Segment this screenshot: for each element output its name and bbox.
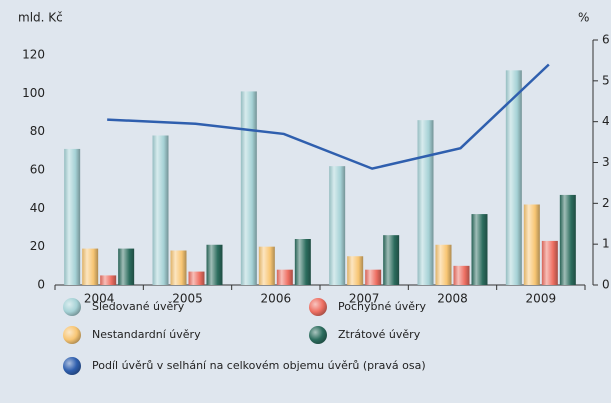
bar: [118, 248, 135, 285]
y2-axis-label: %: [578, 11, 589, 25]
y2-tick-label: 0: [602, 278, 610, 292]
x-tick-label: 2007: [349, 292, 380, 306]
x-tick-label: 2006: [261, 292, 292, 306]
y-axis-label: mld. Kč: [18, 11, 63, 25]
y2-tick-label: 2: [602, 196, 610, 210]
x-tick-label: 2009: [526, 292, 557, 306]
bar: [100, 275, 117, 285]
y2-tick-label: 3: [602, 155, 610, 169]
y-tick-label: 20: [30, 239, 45, 253]
bar: [240, 91, 257, 286]
bar: [82, 248, 99, 285]
y-tick-label: 40: [30, 201, 45, 215]
x-tick-label: 2005: [172, 292, 203, 306]
bar: [188, 271, 205, 285]
bar: [417, 120, 434, 286]
y-tick-label: 100: [22, 86, 45, 100]
legend-swatch: [63, 298, 81, 316]
legend-swatch: [309, 298, 327, 316]
bar: [505, 70, 522, 285]
legend-label: Podíl úvěrů v selhání na celkovém objemu…: [92, 359, 426, 372]
bar: [435, 244, 452, 285]
x-tick-label: 2004: [84, 292, 115, 306]
y-tick-label: 0: [37, 278, 45, 292]
bar: [258, 246, 275, 285]
legend-label: Sledované úvěry: [92, 300, 185, 313]
y2-tick-label: 6: [602, 33, 610, 47]
bar: [541, 240, 558, 285]
legend-swatch: [63, 326, 81, 344]
bar: [64, 148, 81, 285]
bar: [383, 235, 400, 285]
y2-tick-label: 5: [602, 73, 610, 87]
x-tick-label: 2008: [437, 292, 468, 306]
bar: [471, 214, 488, 285]
legend-swatch: [309, 326, 327, 344]
bar: [276, 269, 293, 285]
y2-tick-label: 1: [602, 237, 610, 251]
bar: [559, 194, 576, 285]
y-tick-label: 60: [30, 163, 45, 177]
bar: [453, 265, 470, 285]
legend-swatch: [63, 357, 81, 375]
bar: [347, 256, 364, 285]
legend-label: Ztrátové úvěry: [338, 328, 421, 341]
legend-label: Nestandardní úvěry: [92, 328, 201, 341]
bar: [294, 239, 311, 285]
y-tick-label: 80: [30, 124, 45, 138]
y-tick-label: 120: [22, 48, 45, 62]
bar: [170, 250, 187, 285]
bar: [365, 269, 382, 285]
bar: [523, 204, 540, 285]
y2-tick-label: 4: [602, 114, 610, 128]
line: [107, 63, 550, 170]
bar: [329, 166, 346, 285]
legend-label: Pochybné úvěry: [338, 300, 426, 313]
bar: [152, 135, 169, 285]
bar: [206, 244, 223, 285]
